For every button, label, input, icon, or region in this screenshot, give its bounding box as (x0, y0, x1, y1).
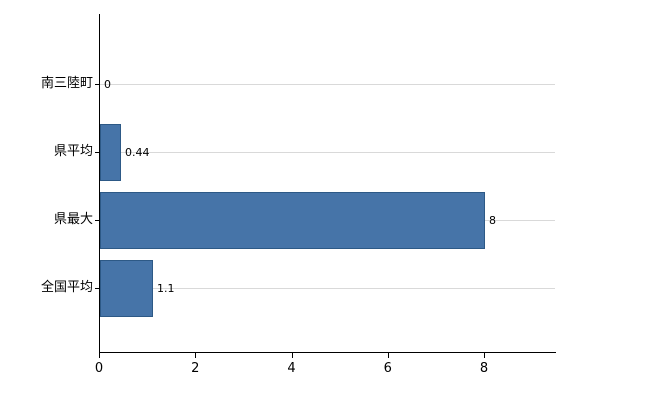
category-label: 県平均 (53, 144, 93, 159)
bar-value-label: 0.44 (125, 146, 150, 159)
bar (100, 124, 121, 181)
category-label: 全国平均 (40, 280, 93, 295)
x-axis-tick (484, 353, 485, 358)
bar-value-label: 8 (489, 214, 496, 227)
x-tick-label: 4 (287, 361, 296, 376)
gridline (99, 84, 555, 85)
x-tick-label: 2 (191, 361, 200, 376)
gridline (99, 288, 555, 289)
bar (100, 192, 485, 249)
y-axis-tick (95, 152, 99, 153)
bar (100, 260, 153, 317)
x-axis-tick (291, 353, 293, 358)
x-tick-label: 8 (479, 361, 489, 376)
gridline (99, 152, 555, 153)
category-label: 南三陸町 (40, 76, 93, 91)
category-label: 県最大 (53, 212, 93, 227)
x-tick-label: 0 (94, 361, 104, 376)
y-axis-tick (95, 220, 99, 221)
y-axis-tick (95, 288, 99, 289)
bar-value-label: 1.1 (157, 282, 175, 295)
bar-value-label: 0 (104, 78, 111, 91)
x-tick-label: 6 (383, 361, 392, 376)
x-axis-line (99, 352, 556, 353)
x-axis-tick (195, 353, 197, 358)
y-axis-tick (95, 84, 99, 85)
y-axis-line (99, 14, 100, 352)
x-axis-tick (387, 353, 389, 358)
x-axis-tick (99, 353, 100, 358)
